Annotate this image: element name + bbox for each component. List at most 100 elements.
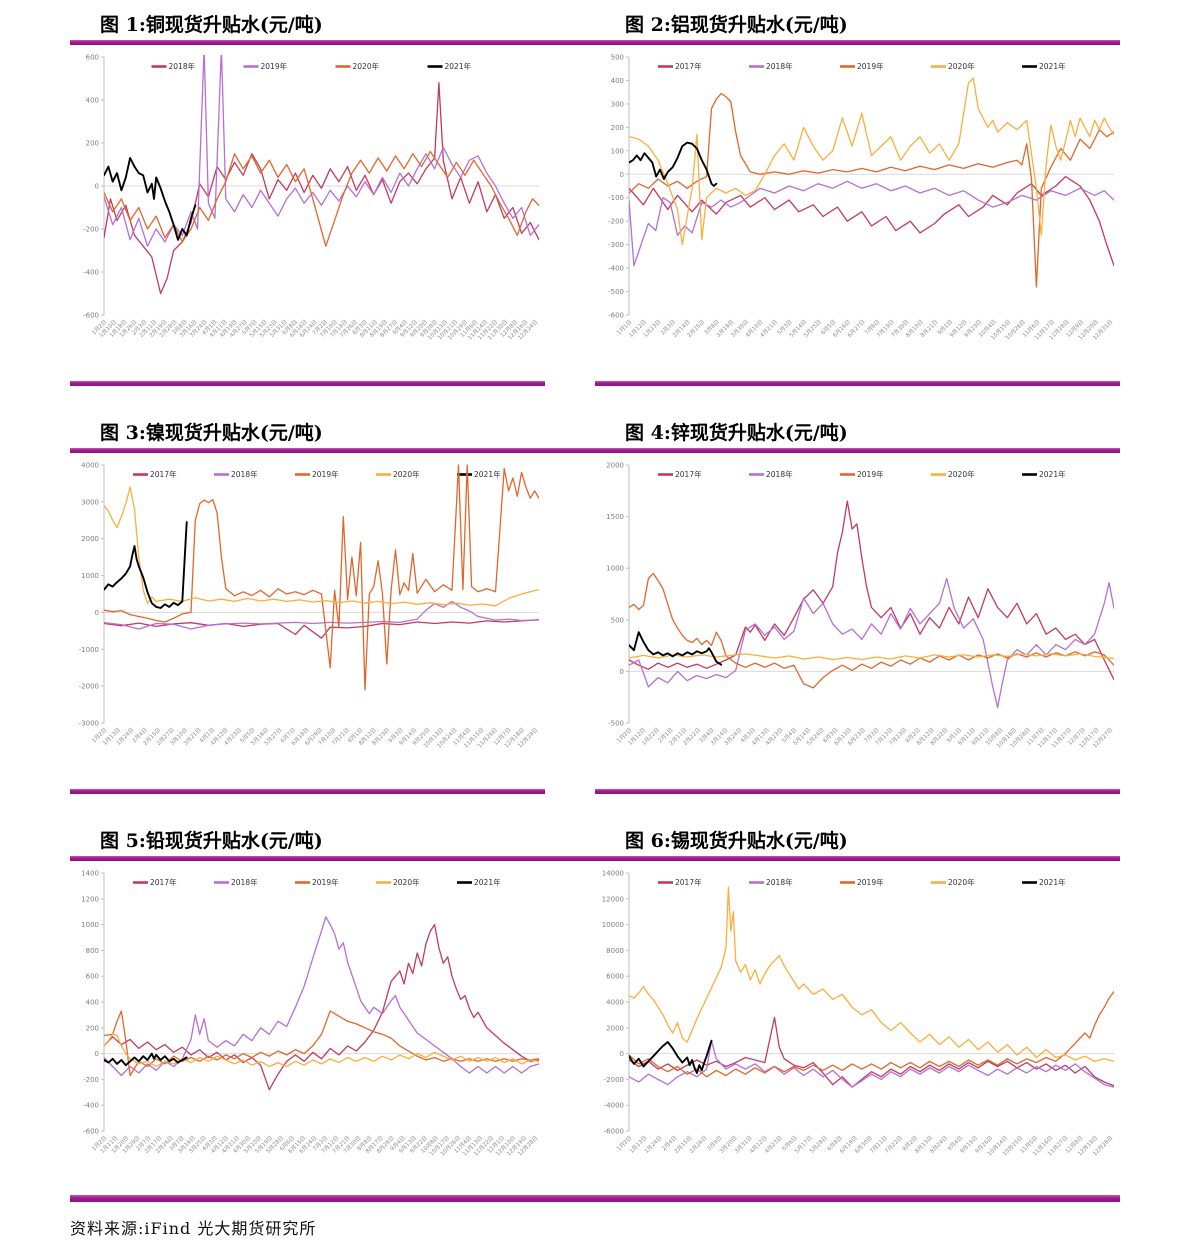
x-axis: 1月2日1月13日1月24日2月4日2月15日2月27日3月10日3月21日4月… [91, 726, 540, 749]
series-line-2021年 [629, 141, 718, 187]
series-line-2017年 [104, 619, 539, 639]
legend-label: 2017年 [675, 469, 702, 479]
series-line-2018年 [104, 916, 539, 1077]
x-axis: 1月2日1月12日1月22日2月1日2月11日2月22日3月4日3月14日3月2… [616, 726, 1115, 749]
y-tick-label: -1000 [79, 646, 99, 654]
series-line-2021年 [104, 521, 188, 609]
plot-area [104, 464, 539, 691]
divider-segment [70, 381, 545, 386]
y-axis: 4000 3000 2000 1000 0 -1000 -2000 -3000 [79, 462, 105, 728]
series-line-2021年 [629, 631, 723, 666]
y-tick-label: 14000 [602, 870, 624, 878]
chart-title-nickel: 图 3:镍现货升贴水(元/吨) [100, 422, 323, 444]
divider-bar [70, 40, 1120, 45]
chart-canvas-tin: 14000 12000 10000 8000 6000 4000 2000 0 -2000 -40… [602, 870, 1115, 1158]
y-tick-label: 2000 [81, 535, 99, 543]
title-row: 图 5:铅现货升贴水(元/吨) 图 6:锡现货升贴水(元/吨) [70, 828, 1120, 854]
chart-title-tin: 图 6:锡现货升贴水(元/吨) [625, 830, 848, 852]
series-line-2020年 [629, 886, 1114, 1062]
chart-canvas-copper: 600 400 200 0 -200 -400 -6001月2日1月10日1月18日1月26… [83, 54, 539, 342]
legend-label: 2021年 [1039, 877, 1066, 887]
chart-title-zinc: 图 4:锌现货升贴水(元/吨) [625, 422, 848, 444]
legend-label: 2017年 [150, 469, 177, 479]
y-tick-label: 0 [95, 183, 99, 191]
legend-label: 2018年 [766, 469, 793, 479]
y-tick-label: 3000 [81, 498, 99, 506]
y-tick-label: -200 [83, 1076, 99, 1084]
series-line-2017年 [104, 923, 539, 1091]
y-axis: 1400 1200 1000 800 600 400 200 0 -200 -400 -600 [81, 870, 105, 1136]
y-tick-label: -500 [608, 288, 624, 296]
y-tick-label: -4000 [604, 1102, 624, 1110]
legend: 2017年 2018年 2019年 2020年 2021年 [658, 469, 1066, 479]
divider-segment [70, 789, 545, 794]
plot-area [629, 500, 1114, 709]
chart-canvas-lead: 1400 1200 1000 800 600 400 200 0 -200 -400 -6001月2… [81, 870, 539, 1158]
legend: 2018年 2019年 2020年 2021年 [151, 61, 472, 71]
chart-zinc: 2000 1500 1000 500 0 -500 1月2日 1月12日 1月22日 2月1日 2月… [595, 455, 1120, 787]
series-line-2020年 [104, 1033, 539, 1068]
chart-row-1: 图 1:铜现货升贴水(元/吨) 图 2:铝现货升贴水(元/吨) 600 400 20… [70, 12, 1120, 386]
legend-label: 2021年 [474, 877, 501, 887]
legend: 2017年 2018年 2019年 2020年 2021年 [133, 469, 501, 479]
legend-label: 2020年 [353, 61, 380, 71]
y-tick-label: 1000 [81, 921, 99, 929]
y-tick-label: 10000 [602, 921, 624, 929]
legend-label: 2019年 [857, 877, 884, 887]
legend-label: 2017年 [675, 877, 702, 887]
divider-segment [595, 789, 1120, 794]
charts-row: 4000 3000 2000 1000 0 -1000 -2000 -3000 1月2日 1月13… [70, 455, 1120, 787]
series-line-2020年 [104, 486, 539, 607]
y-tick-label: -300 [608, 241, 624, 249]
chart-title-copper: 图 1:铜现货升贴水(元/吨) [100, 14, 323, 36]
legend-label: 2017年 [150, 877, 177, 887]
divider-bar [70, 381, 1120, 386]
y-tick-label: 400 [86, 97, 99, 105]
y-tick-label: 0 [620, 1050, 624, 1058]
series-line-2019年 [104, 55, 539, 247]
y-tick-label: 4000 [81, 462, 99, 470]
y-tick-label: 500 [611, 54, 624, 62]
y-tick-label: -200 [83, 226, 99, 234]
series-line-2021年 [104, 1052, 188, 1067]
y-tick-label: 600 [86, 973, 99, 981]
divider-segment [595, 381, 1120, 386]
series-line-2018年 [629, 577, 1114, 709]
y-tick-label: 500 [611, 616, 624, 624]
y-tick-label: 0 [95, 609, 99, 617]
legend-label: 2021年 [445, 61, 472, 71]
chart-canvas-aluminum: 500 400 300 200 100 0 -100 -200 -300 -400 -500 -600… [608, 54, 1115, 342]
y-tick-label: 400 [86, 999, 99, 1007]
y-tick-label: 6000 [606, 973, 624, 981]
legend-label: 2018年 [169, 61, 196, 71]
series-line-2019年 [629, 572, 1114, 689]
chart-row-3: 图 5:铅现货升贴水(元/吨) 图 6:锡现货升贴水(元/吨) 1400 1200… [70, 828, 1120, 1202]
y-tick-label: -2000 [79, 683, 99, 691]
legend-label: 2019年 [857, 469, 884, 479]
legend-label: 2020年 [948, 61, 975, 71]
y-axis: 600 400 200 0 -200 -400 -600 [83, 54, 105, 320]
y-tick-label: 2000 [606, 462, 624, 470]
chart-title-lead: 图 5:铅现货升贴水(元/吨) [100, 830, 323, 852]
y-tick-label: 400 [611, 77, 624, 85]
legend: 2017年 2018年 2019年 2020年 2021年 [658, 61, 1066, 71]
legend-label: 2020年 [948, 469, 975, 479]
chart-tin: 14000 12000 10000 8000 6000 4000 2000 0 -2000 -40… [595, 863, 1120, 1195]
chart-lead: 1400 1200 1000 800 600 400 200 0 -200 -400 -600 1月2… [70, 863, 545, 1195]
series-line-2021年 [104, 157, 197, 241]
plot-area [629, 886, 1114, 1088]
series-line-2019年 [629, 991, 1114, 1078]
title-row: 图 1:铜现货升贴水(元/吨) 图 2:铝现货升贴水(元/吨) [70, 12, 1120, 38]
legend-label: 2020年 [393, 469, 420, 479]
y-axis: 14000 12000 10000 8000 6000 4000 2000 0 -2000 -40… [602, 870, 630, 1136]
legend: 2017年 2018年 2019年 2020年 2021年 [658, 877, 1066, 887]
y-tick-label: -600 [83, 1128, 99, 1136]
series-line-2018年 [104, 600, 539, 630]
series-line-2020年 [104, 150, 539, 247]
x-axis: 1月1日1月12日1月23日2月3日2月14日2月25日3月8日3月19日3月3… [616, 318, 1115, 341]
y-tick-label: 4000 [606, 999, 624, 1007]
legend-label: 2019年 [312, 877, 339, 887]
legend-label: 2018年 [766, 877, 793, 887]
y-axis: 500 400 300 200 100 0 -100 -200 -300 -400 -500 -600 [608, 54, 630, 320]
y-tick-label: -200 [608, 218, 624, 226]
